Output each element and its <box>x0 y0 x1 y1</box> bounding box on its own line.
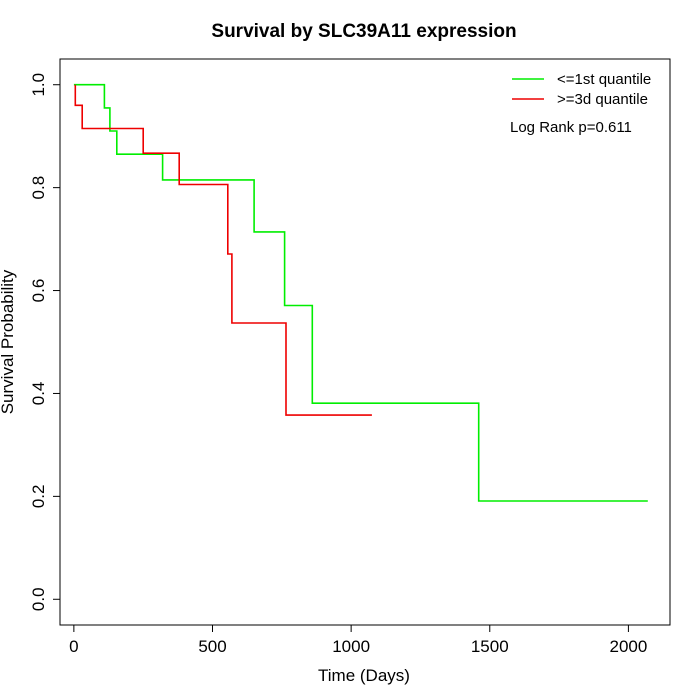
x-tick-label: 2000 <box>609 637 647 656</box>
y-tick-label: 0.6 <box>29 279 48 303</box>
survival-curve-high-quantile <box>74 84 372 416</box>
legend: <=1st quantile >=3d quantile <box>512 71 651 108</box>
x-tick-label: 500 <box>198 637 226 656</box>
x-tick-label: 1500 <box>471 637 509 656</box>
y-tick-label: 0.0 <box>29 587 48 611</box>
log-rank-annotation: Log Rank p=0.611 <box>510 119 632 136</box>
y-tick-label: 0.2 <box>29 485 48 509</box>
survival-curve-low-quantile <box>73 83 648 502</box>
y-tick-label: 0.8 <box>29 176 48 200</box>
legend-label-low-quantile: <=1st quantile <box>557 71 651 88</box>
x-axis: 0 500 1000 1500 2000 <box>69 624 647 656</box>
y-axis-label: Survival Probability <box>0 269 17 414</box>
legend-label-high-quantile: >=3d quantile <box>557 91 648 108</box>
y-tick-label: 1.0 <box>29 73 48 97</box>
y-axis: 0.0 0.2 0.4 0.6 0.8 1.0 <box>29 73 61 611</box>
plot-frame <box>59 58 671 626</box>
y-tick-label: 0.4 <box>29 382 48 406</box>
x-tick-label: 0 <box>69 637 78 656</box>
x-axis-label: Time (Days) <box>318 666 410 685</box>
x-tick-label: 1000 <box>332 637 370 656</box>
chart-title: Survival by SLC39A11 expression <box>211 21 516 42</box>
series-layer <box>73 83 648 502</box>
